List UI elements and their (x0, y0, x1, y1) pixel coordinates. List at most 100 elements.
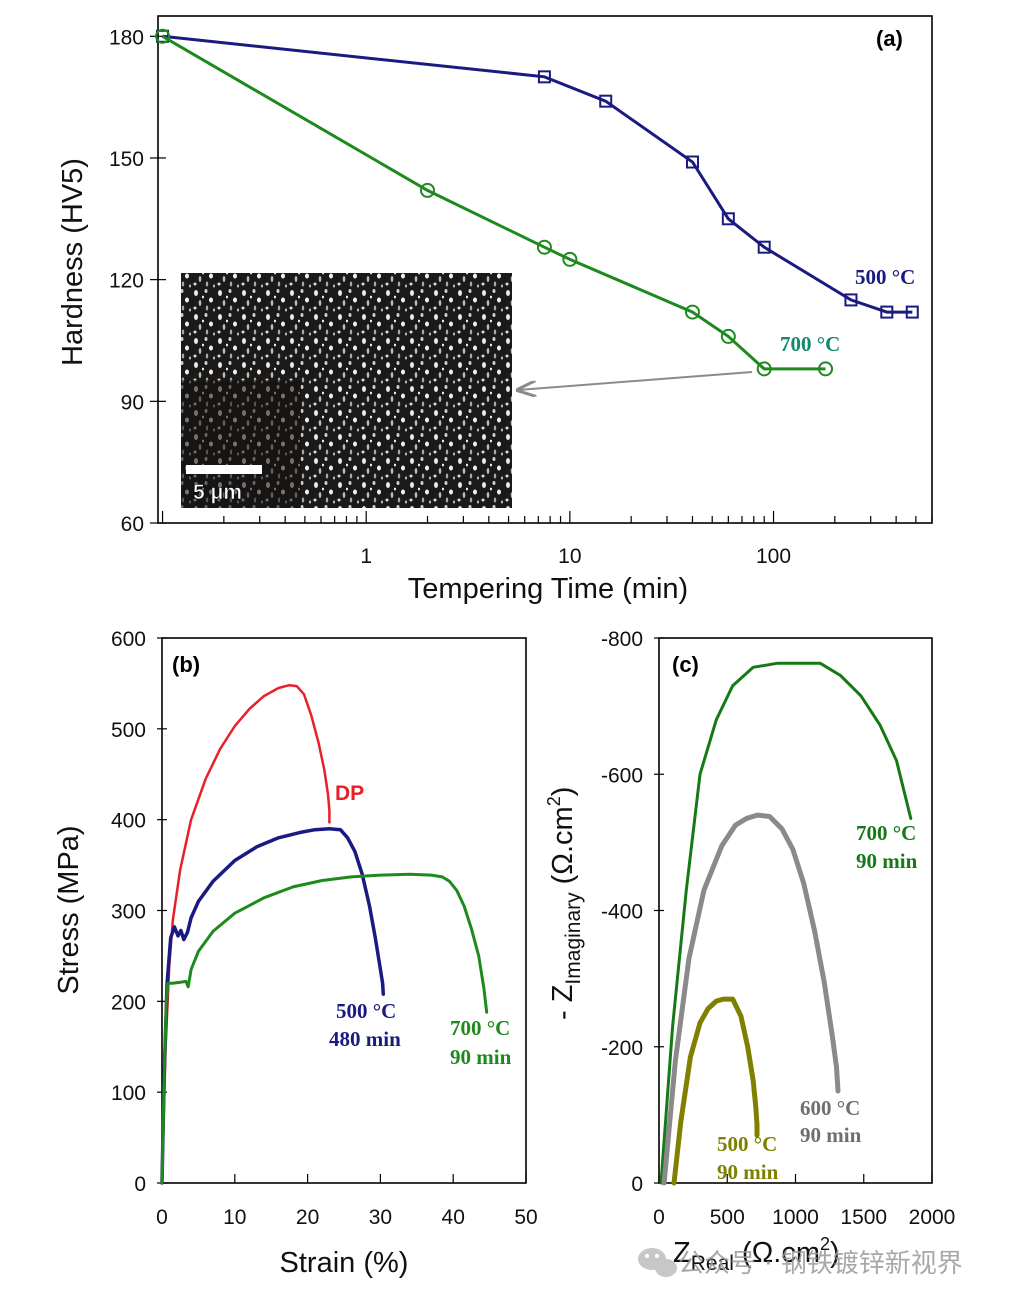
xlabel-main: Z (673, 1237, 691, 1269)
panel-b-xlabel: Strain (%) (280, 1247, 409, 1279)
panel-b-series (160, 683, 489, 1185)
series-label-500c-line1: 500 °C (336, 999, 396, 1023)
series-label-700c-line2: 90 min (856, 849, 918, 873)
x-tick-label: 20 (296, 1206, 319, 1229)
panel-a-label: (a) (876, 26, 903, 51)
y-tick-label: 60 (121, 513, 144, 536)
series-label-500c-line1: 500 °C (717, 1132, 777, 1156)
y-tick-label: 0 (134, 1173, 146, 1196)
panel-b-ticks (157, 637, 527, 1184)
x-tick-label: 50 (514, 1206, 537, 1229)
x-tick-label: 0 (156, 1206, 168, 1229)
series-line-500c480min (160, 827, 386, 1185)
series-label-700c-line1: 700 °C (450, 1016, 510, 1040)
data-point-square (757, 240, 771, 254)
ylabel-main: - Z (547, 985, 579, 1020)
panel-b-plot-frame (161, 637, 527, 1184)
y-tick-label: -800 (601, 628, 643, 651)
y-tick-label: 600 (111, 628, 146, 651)
x-tick-label: 30 (369, 1206, 392, 1229)
x-tick-label: 10 (558, 545, 581, 568)
series-line-700c90min (659, 661, 913, 1185)
panel-c-tick-labels: 0 500 1000 1500 2000 0 -200 -400 -600 -800 (601, 628, 955, 1229)
panel-c-label: (c) (672, 652, 699, 677)
series-label-700c: 700 °C (780, 332, 840, 356)
panel-b-label: (b) (172, 652, 200, 677)
data-point-square (880, 305, 894, 319)
panel-a-series (155, 28, 919, 377)
panel-a-hardness-chart: 1 10 100 60 90 120 150 180 5 μm (a) 500 °C 700 … (57, 15, 933, 605)
panel-c-ylabel: - ZImaginary (Ω.cm2) (544, 787, 585, 1020)
data-point-circle (756, 361, 772, 377)
data-point-circle (536, 239, 552, 255)
panel-a-plot-frame (157, 15, 933, 524)
panel-a-xlabel: Tempering Time (min) (408, 573, 688, 605)
y-tick-label: -600 (601, 764, 643, 787)
series-label-500c-line2: 90 min (717, 1160, 779, 1184)
y-tick-label: 200 (111, 991, 146, 1014)
x-tick-label: 10 (223, 1206, 246, 1229)
x-tick-label: 40 (442, 1206, 465, 1229)
xlabel-close: ) (830, 1237, 840, 1269)
series-line-dp (160, 683, 331, 1185)
panel-a-ylabel: Hardness (HV5) (57, 158, 89, 366)
wechat-icon (638, 1248, 677, 1277)
data-point-circle (684, 304, 700, 320)
watermark: 公众号 · 钢铁镀锌新视界 (638, 1248, 963, 1279)
inset-micrograph: 5 μm (181, 273, 512, 508)
series-line-500c90min (671, 996, 760, 1186)
y-tick-label: 500 (111, 719, 146, 742)
watermark-text: 公众号 · 钢铁镀锌新视界 (678, 1249, 963, 1279)
y-tick-label: 120 (109, 270, 144, 293)
xlabel-sup: 2 (820, 1234, 830, 1254)
data-point-circle (420, 182, 436, 198)
xlabel-unit: (Ω.cm (742, 1237, 820, 1269)
series-label-dp: DP (335, 782, 364, 805)
micrograph-dark-region (181, 380, 301, 508)
y-tick-label: 100 (111, 1082, 146, 1105)
data-point-circle (155, 28, 171, 44)
ylabel-unit: (Ω.cm (547, 806, 579, 884)
y-tick-label: 150 (109, 148, 144, 171)
panel-c-series (659, 661, 913, 1186)
y-tick-label: -400 (601, 901, 643, 924)
x-tick-label: 100 (756, 545, 791, 568)
series-label-700c-line2: 90 min (450, 1045, 512, 1069)
ylabel-close: ) (547, 787, 579, 797)
data-point-square (599, 94, 613, 108)
data-point-square (685, 155, 699, 169)
data-point-circle (562, 251, 578, 267)
inset-pointer-arrow (518, 371, 753, 390)
panel-b-ylabel: Stress (MPa) (53, 825, 85, 994)
scale-bar (186, 465, 262, 474)
data-point-circle (818, 361, 834, 377)
y-tick-label: 0 (631, 1173, 643, 1196)
series-line-600c90min (661, 812, 841, 1186)
y-tick-label: 400 (111, 810, 146, 833)
x-tick-label: 1000 (772, 1206, 819, 1229)
xlabel-sub: Real (691, 1252, 734, 1275)
data-point-circle (720, 328, 736, 344)
y-tick-label: 180 (109, 26, 144, 49)
panel-c-ticks (654, 637, 933, 1184)
scale-bar-label: 5 μm (193, 481, 242, 504)
ylabel-sub: Imaginary (562, 892, 585, 985)
series-label-600c-line1: 600 °C (800, 1096, 860, 1120)
x-tick-label: 1500 (840, 1206, 887, 1229)
data-point-square (721, 212, 735, 226)
data-point-square (905, 305, 919, 319)
y-tick-label: 90 (121, 391, 144, 414)
series-label-500c: 500 °C (855, 265, 915, 289)
y-tick-label: -200 (601, 1037, 643, 1060)
x-tick-label: 0 (653, 1206, 665, 1229)
panel-c-nyquist-chart: 0 500 1000 1500 2000 0 -200 -400 -600 -800 (c) 70… (544, 628, 955, 1275)
panel-c-xlabel: ZReal (Ω.cm2) (673, 1234, 840, 1275)
series-label-700c-line1: 700 °C (856, 821, 916, 845)
data-point-square (844, 293, 858, 307)
x-tick-label: 500 (710, 1206, 745, 1229)
series-label-500c-line2: 480 min (329, 1027, 401, 1051)
series-label-600c-line2: 90 min (800, 1123, 862, 1147)
